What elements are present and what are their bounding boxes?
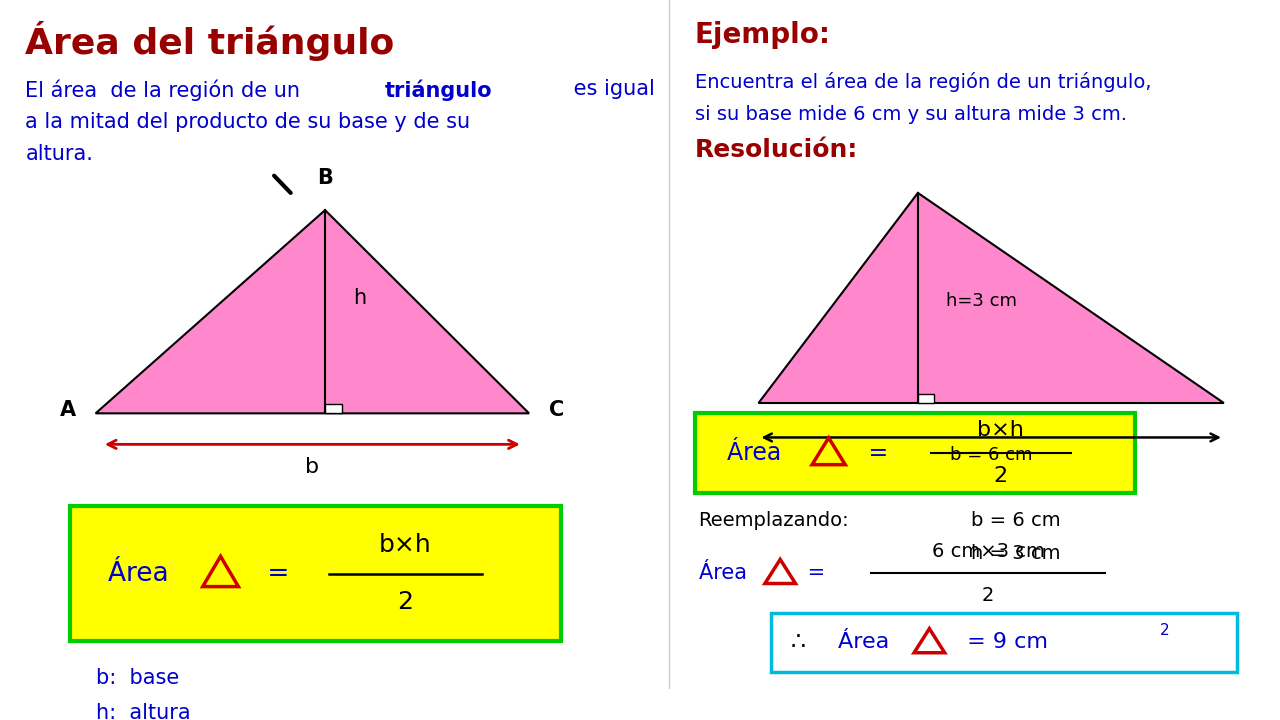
Text: b = 6 cm: b = 6 cm xyxy=(972,511,1061,530)
Text: es igual: es igual xyxy=(567,79,655,99)
Text: b×h: b×h xyxy=(978,420,1024,439)
Text: Reemplazando:: Reemplazando: xyxy=(699,511,849,530)
Text: si su base mide 6 cm y su altura mide 3 cm.: si su base mide 6 cm y su altura mide 3 … xyxy=(695,104,1126,124)
Text: ∴: ∴ xyxy=(791,631,805,654)
Text: =: = xyxy=(860,441,888,465)
Text: =: = xyxy=(259,560,289,587)
Text: C: C xyxy=(549,400,564,420)
Text: h: h xyxy=(353,288,366,308)
Text: 6 cm×3 cm: 6 cm×3 cm xyxy=(932,541,1044,561)
Text: 2: 2 xyxy=(1160,623,1170,637)
Text: Área: Área xyxy=(109,560,178,587)
Text: h = 3 cm: h = 3 cm xyxy=(972,544,1061,563)
Text: Ejemplo:: Ejemplo: xyxy=(695,21,831,49)
Text: 2: 2 xyxy=(982,585,995,605)
Text: 2: 2 xyxy=(397,590,413,614)
Bar xyxy=(918,394,934,403)
Text: 2: 2 xyxy=(993,467,1007,487)
Text: b×h: b×h xyxy=(379,533,431,557)
Text: Área: Área xyxy=(837,632,896,652)
FancyBboxPatch shape xyxy=(695,413,1134,492)
Text: Área: Área xyxy=(727,441,788,465)
Text: triángulo: triángulo xyxy=(385,79,493,101)
Text: Encuentra el área de la región de un triángulo,: Encuentra el área de la región de un tri… xyxy=(695,72,1151,92)
Text: b:  base: b: base xyxy=(96,668,179,688)
Text: b: b xyxy=(305,456,320,477)
Text: a la mitad del producto de su base y de su: a la mitad del producto de su base y de … xyxy=(26,112,471,132)
FancyBboxPatch shape xyxy=(70,506,561,641)
Polygon shape xyxy=(96,210,529,413)
Text: Área: Área xyxy=(699,563,753,583)
Text: A: A xyxy=(59,400,76,420)
Text: b = 6 cm: b = 6 cm xyxy=(950,446,1033,464)
Text: Resolución:: Resolución: xyxy=(695,138,858,162)
Text: El área  de la región de un: El área de la región de un xyxy=(26,79,307,101)
Text: h:  altura: h: altura xyxy=(96,703,191,720)
Text: h=3 cm: h=3 cm xyxy=(946,292,1016,310)
Text: =: = xyxy=(800,563,824,583)
Bar xyxy=(325,405,342,413)
FancyBboxPatch shape xyxy=(772,613,1236,672)
Text: altura.: altura. xyxy=(26,144,93,164)
Text: B: B xyxy=(317,168,333,188)
Polygon shape xyxy=(759,193,1224,403)
Text: = 9 cm: = 9 cm xyxy=(960,632,1048,652)
Text: Área del triángulo: Área del triángulo xyxy=(26,21,394,60)
